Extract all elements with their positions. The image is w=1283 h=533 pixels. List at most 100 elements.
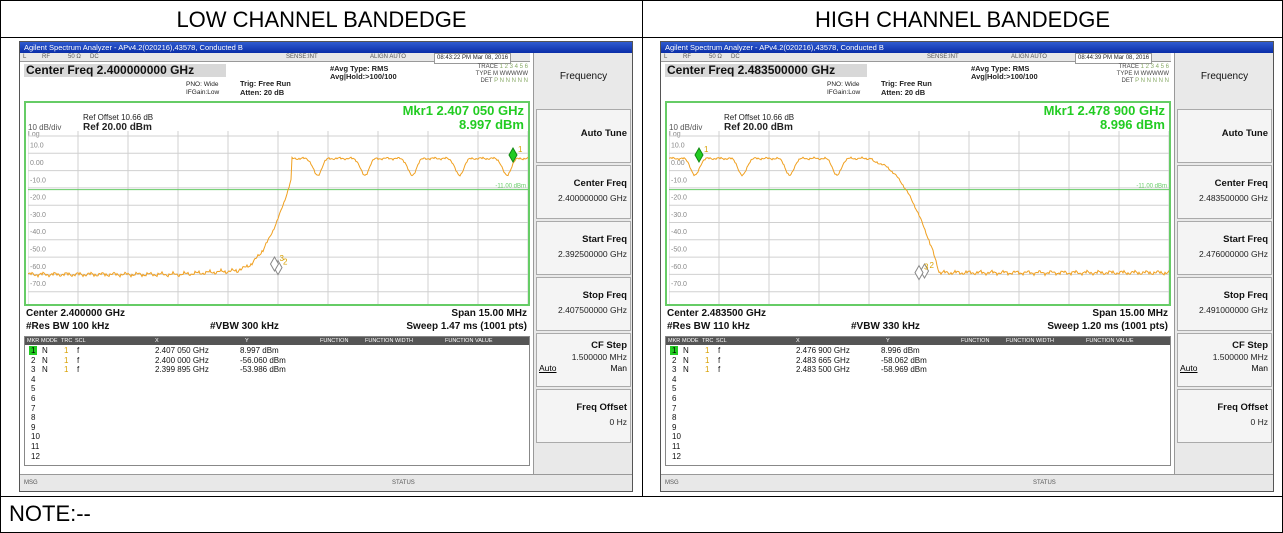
marker-row-number: 7 xyxy=(31,403,36,413)
svg-text:3: 3 xyxy=(924,263,929,272)
trace-plot: 10.0 0.00 -10.0 -20.0 -30.0 -40.0 -50.0 -60.0 -7… xyxy=(669,131,1169,304)
avg-hold-readout: Avg|Hold:>100/100 xyxy=(971,72,1038,81)
marker-mode: N xyxy=(683,355,689,365)
center-freq-button[interactable]: Center Freq 2.483500000 GHz xyxy=(1177,165,1272,219)
marker-table-row: 10 xyxy=(666,432,1170,441)
marker-table-row: 2 N 1 f 2.400 000 GHz -56.060 dBm xyxy=(25,356,529,365)
marker-row-number: 9 xyxy=(31,422,36,432)
center-freq-button[interactable]: Center Freq 2.400000000 GHz xyxy=(536,165,631,219)
auto-option: Auto xyxy=(539,363,557,373)
marker-row-number: 6 xyxy=(672,394,677,403)
marker-row-number: 11 xyxy=(672,442,681,451)
ifgain-readout: IFGain:Low xyxy=(827,89,861,96)
marker-row-number: 11 xyxy=(31,442,40,451)
pno-readout: PNO: Wide xyxy=(186,81,219,88)
col-y: Y xyxy=(245,338,249,344)
marker-row-number: 10 xyxy=(672,432,681,442)
marker-row-number: 6 xyxy=(31,394,36,403)
marker-table-row: 9 xyxy=(666,423,1170,432)
col-function-value: FUNCTION VALUE xyxy=(1086,338,1134,344)
marker-row-number: 5 xyxy=(31,384,36,394)
status-align: ALIGN AUTO xyxy=(370,54,406,60)
col-function: FUNCTION xyxy=(961,338,990,344)
marker-row-number: 4 xyxy=(672,374,677,384)
col-x: X xyxy=(155,338,159,344)
type-value: M WWWWW xyxy=(493,71,528,77)
col-function-value: FUNCTION VALUE xyxy=(445,338,493,344)
status-l: L xyxy=(23,54,27,60)
auto-tune-button[interactable]: Auto Tune xyxy=(1177,109,1272,163)
marker-table: MKR MODE TRC SCL X Y FUNCTION FUNCTION W… xyxy=(24,336,530,466)
marker-table-row: 1 N 1 f 2.407 050 GHz 8.997 dBm xyxy=(25,346,529,355)
col-mkr: MKR xyxy=(27,338,40,344)
col-function-width: FUNCTION WIDTH xyxy=(365,338,413,344)
trace-label: TRACE xyxy=(477,64,498,70)
marker-table: MKR MODE TRC SCL X Y FUNCTION FUNCTION W… xyxy=(665,336,1171,466)
y-tick-label: -70.0 xyxy=(671,281,687,288)
marker-table-header: MKR MODE TRC SCL X Y FUNCTION FUNCTION W… xyxy=(25,337,529,345)
y-tick-label: -60.0 xyxy=(30,264,46,271)
y-tick-label: -50.0 xyxy=(671,246,687,253)
log-label: Log xyxy=(669,131,681,138)
auto-tune-button[interactable]: Auto Tune xyxy=(536,109,631,163)
y-tick-label: 0.00 xyxy=(671,160,685,167)
status-sense: SENSE:INT xyxy=(927,54,959,60)
marker-y: 8.996 dBm xyxy=(881,346,920,355)
trace-info: TRACE 1 2 3 4 5 6 TYPE M WWWWW DET P N N… xyxy=(440,64,528,85)
scale-label: 10 dB/div xyxy=(669,123,703,132)
marker-scl: f xyxy=(77,365,80,375)
marker-n: 2 xyxy=(672,355,677,365)
atten-readout: Atten: 20 dB xyxy=(881,88,926,97)
svg-text:1: 1 xyxy=(518,145,523,154)
marker-mode: N xyxy=(683,365,689,375)
cf-step-button[interactable]: CF Step 1.500000 MHz Auto Man xyxy=(1177,333,1272,387)
resbw-readout: #Res BW 100 kHz xyxy=(26,321,110,332)
freq-offset-button[interactable]: Freq Offset 0 Hz xyxy=(536,389,631,443)
col-y: Y xyxy=(886,338,890,344)
center-freq-readout: Center Freq 2.483500000 GHz xyxy=(665,64,867,77)
trace-numbers: 1 2 3 4 5 6 xyxy=(1140,64,1169,70)
status-rf: RF xyxy=(42,54,50,60)
note-divider xyxy=(1,496,1282,497)
marker-table-row: 5 xyxy=(666,384,1170,393)
y-tick-label: -70.0 xyxy=(30,281,46,288)
marker-mode: N xyxy=(42,346,48,355)
marker-trc: 1 xyxy=(705,355,710,365)
sweep-readout: Sweep 1.20 ms (1001 pts) xyxy=(1047,321,1168,332)
stop-freq-button[interactable]: Stop Freq 2.491000000 GHz xyxy=(1177,277,1272,331)
marker-row-number: 9 xyxy=(672,422,677,432)
marker-trc: 1 xyxy=(64,346,69,355)
message-bar: MSG STATUS xyxy=(661,474,1273,491)
column-divider xyxy=(642,1,643,496)
marker-table-row: 7 xyxy=(25,404,529,413)
marker-table-row: 5 xyxy=(25,384,529,393)
spectrum-trace xyxy=(28,156,528,278)
y-tick-label: -20.0 xyxy=(30,195,46,202)
start-freq-button[interactable]: Start Freq 2.476000000 GHz xyxy=(1177,221,1272,275)
ifgain-readout: IFGain:Low xyxy=(186,89,220,96)
marker-x: 2.476 900 GHz xyxy=(796,346,850,355)
menu-title: Frequency xyxy=(1177,53,1272,107)
marker-table-row: 10 xyxy=(25,432,529,441)
start-freq-button[interactable]: Start Freq 2.392500000 GHz xyxy=(536,221,631,275)
marker-x: 2.399 895 GHz xyxy=(155,365,209,375)
cf-step-button[interactable]: CF Step 1.500000 MHz Auto Man xyxy=(536,333,631,387)
ref-offset: Ref Offset 10.66 dB xyxy=(724,113,795,122)
marker-n: 2 xyxy=(31,355,36,365)
det-value: P N N N N N xyxy=(1135,78,1169,84)
log-label: Log xyxy=(28,131,40,138)
stop-freq-button[interactable]: Stop Freq 2.407500000 GHz xyxy=(536,277,631,331)
marker-table-row: 8 xyxy=(666,413,1170,422)
center-readout: Center 2.400000 GHz xyxy=(26,308,125,319)
marker-table-row: 3 N 1 f 2.483 500 GHz -58.969 dBm xyxy=(666,365,1170,374)
ref-offset: Ref Offset 10.66 dB xyxy=(83,113,154,122)
marker-row-number: 12 xyxy=(672,451,681,461)
marker-n: 1 xyxy=(29,346,38,355)
freq-offset-button[interactable]: Freq Offset 0 Hz xyxy=(1177,389,1272,443)
det-label: DET xyxy=(1121,78,1134,84)
man-option: Man xyxy=(610,363,627,373)
status-impedance: 50 Ω xyxy=(68,54,81,60)
marker-mode: N xyxy=(42,365,48,375)
trig-readout: Trig: Free Run xyxy=(881,79,932,88)
softkey-panel: Frequency Auto Tune Center Freq 2.400000… xyxy=(533,53,632,474)
